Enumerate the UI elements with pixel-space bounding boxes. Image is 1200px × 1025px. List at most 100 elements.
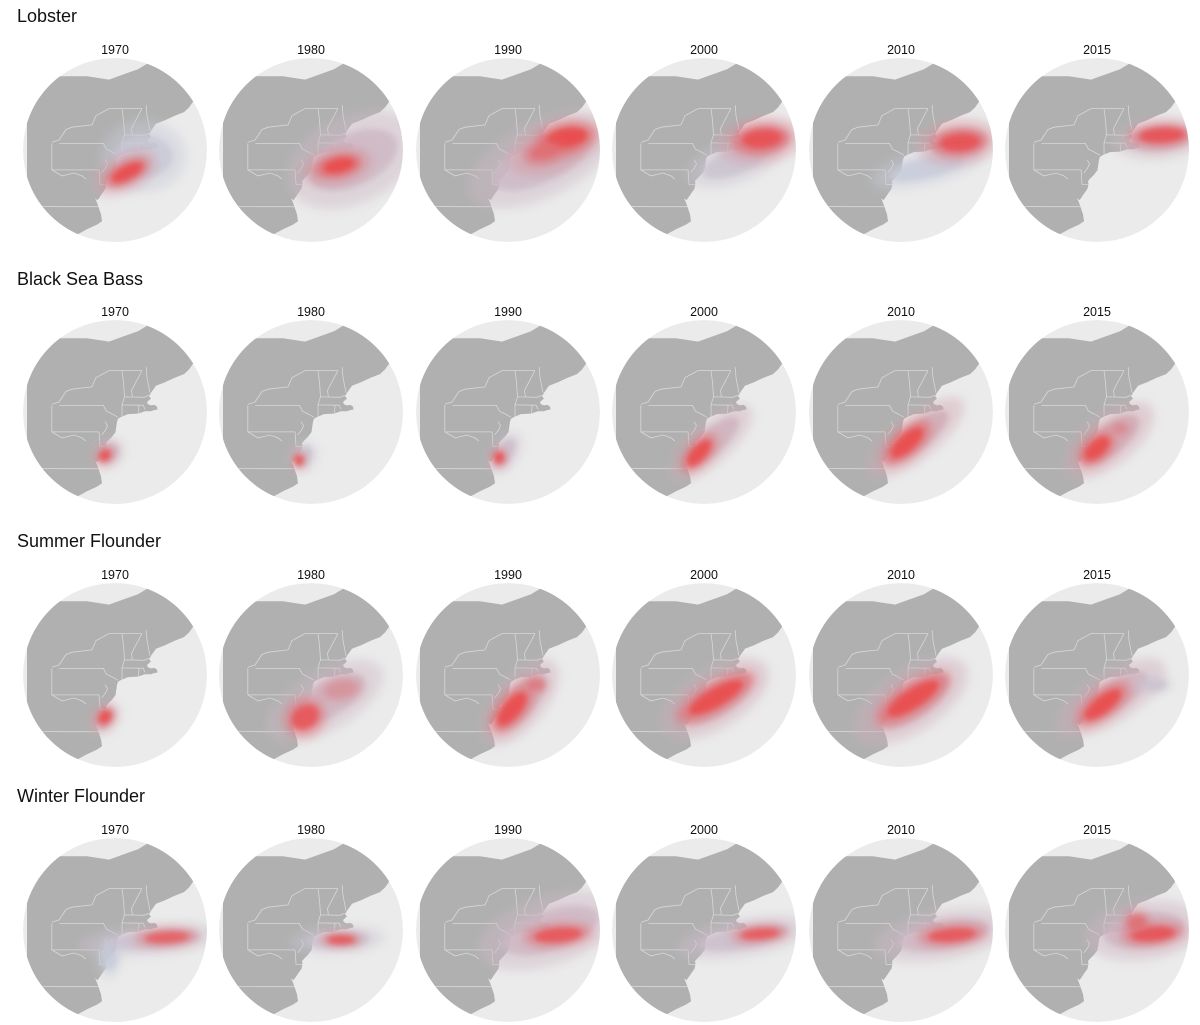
species-title: Black Sea Bass: [17, 269, 144, 289]
circular-map: [219, 320, 403, 504]
map-panel: 2010: [809, 822, 993, 1022]
density-blob: [317, 674, 365, 704]
map-panel: 2010: [809, 567, 993, 767]
year-label: 2000: [690, 823, 718, 837]
circular-map: [416, 838, 600, 1022]
circular-map: [23, 583, 207, 767]
map-panel: 2015: [1005, 567, 1189, 767]
year-label: 1970: [101, 305, 129, 319]
year-label: 2015: [1083, 43, 1111, 57]
year-label: 2000: [690, 43, 718, 57]
density-blob: [731, 924, 789, 943]
land-mass: [1009, 58, 1180, 242]
density-blob: [882, 419, 932, 466]
circular-map: [23, 838, 207, 1022]
year-label: 2015: [1083, 568, 1111, 582]
year-label: 1990: [494, 568, 522, 582]
density-blob: [1075, 681, 1131, 728]
density-blob: [1123, 909, 1151, 935]
year-label: 2000: [690, 305, 718, 319]
density-blob: [676, 671, 756, 724]
circular-map: [23, 320, 207, 504]
density-blob: [1135, 675, 1173, 695]
map-panel: 2000: [612, 42, 796, 242]
circular-map: [1005, 838, 1189, 1022]
year-label: 1990: [494, 305, 522, 319]
density-blob: [523, 675, 549, 695]
year-label: 2010: [887, 568, 915, 582]
year-label: 2010: [887, 43, 915, 57]
circular-map: [219, 583, 403, 767]
circular-map: [612, 320, 796, 504]
map-panel: 1990: [416, 42, 600, 242]
species-title: Lobster: [17, 6, 78, 26]
density-blob: [292, 451, 306, 469]
density-blob: [104, 157, 150, 188]
land-mass: [1009, 583, 1180, 767]
species-title: Winter Flounder: [17, 786, 146, 806]
year-label: 1980: [297, 305, 325, 319]
map-panel: 2015: [1005, 42, 1189, 242]
land-mass: [223, 583, 394, 767]
density-blob: [524, 139, 564, 165]
map-panel: 2015: [1005, 304, 1189, 504]
year-label: 1980: [297, 43, 325, 57]
circular-map: [416, 58, 600, 242]
land-mass: [27, 320, 198, 504]
map-panel: 1990: [416, 567, 600, 767]
land-mass: [27, 583, 198, 767]
land-mass: [223, 320, 394, 504]
density-blob: [491, 448, 507, 467]
density-blob: [284, 697, 326, 737]
map-panel: 1990: [416, 822, 600, 1022]
land-mass: [813, 58, 984, 242]
map-panel: 2015: [1005, 822, 1189, 1022]
land-mass: [223, 838, 394, 1022]
map-panel: 2010: [809, 304, 993, 504]
land-mass: [420, 583, 591, 767]
density-blob: [316, 153, 362, 178]
map-panel: 2000: [612, 304, 796, 504]
land-mass: [420, 320, 591, 504]
density-blob: [96, 937, 122, 979]
year-label: 1980: [297, 568, 325, 582]
circular-map: [219, 838, 403, 1022]
map-panel: 1990: [416, 304, 600, 504]
year-label: 2015: [1083, 305, 1111, 319]
density-blob: [875, 671, 951, 727]
year-label: 2010: [887, 305, 915, 319]
year-label: 1980: [297, 823, 325, 837]
circular-map: [809, 838, 993, 1022]
map-panel: 1980: [219, 304, 403, 504]
circular-map: [809, 58, 993, 242]
map-panel: 2000: [612, 567, 796, 767]
land-mass: [1009, 320, 1180, 504]
year-label: 2000: [690, 568, 718, 582]
circular-map: [1005, 58, 1189, 242]
circular-map: [612, 838, 796, 1022]
circular-map: [809, 320, 993, 504]
density-blob: [523, 922, 593, 948]
year-label: 1990: [494, 823, 522, 837]
year-label: 1990: [494, 43, 522, 57]
circular-map: [219, 58, 403, 242]
circular-map: [1005, 583, 1189, 767]
year-label: 1970: [101, 43, 129, 57]
land-mass: [27, 838, 198, 1022]
density-blob: [95, 707, 115, 728]
state-borders: [26, 367, 151, 501]
density-blob: [96, 446, 114, 464]
circular-map: [1005, 320, 1189, 504]
year-label: 1970: [101, 823, 129, 837]
density-blob: [319, 932, 363, 947]
circular-map: [416, 583, 600, 767]
map-panel: 1970: [23, 822, 207, 1022]
land-mass: [616, 838, 787, 1022]
density-blob: [733, 123, 791, 154]
land-mass: [616, 320, 787, 504]
land-mass: [616, 58, 787, 242]
density-blob: [489, 684, 535, 734]
map-panel: 1970: [23, 42, 207, 242]
circular-map: [416, 320, 600, 504]
year-label: 2015: [1083, 823, 1111, 837]
